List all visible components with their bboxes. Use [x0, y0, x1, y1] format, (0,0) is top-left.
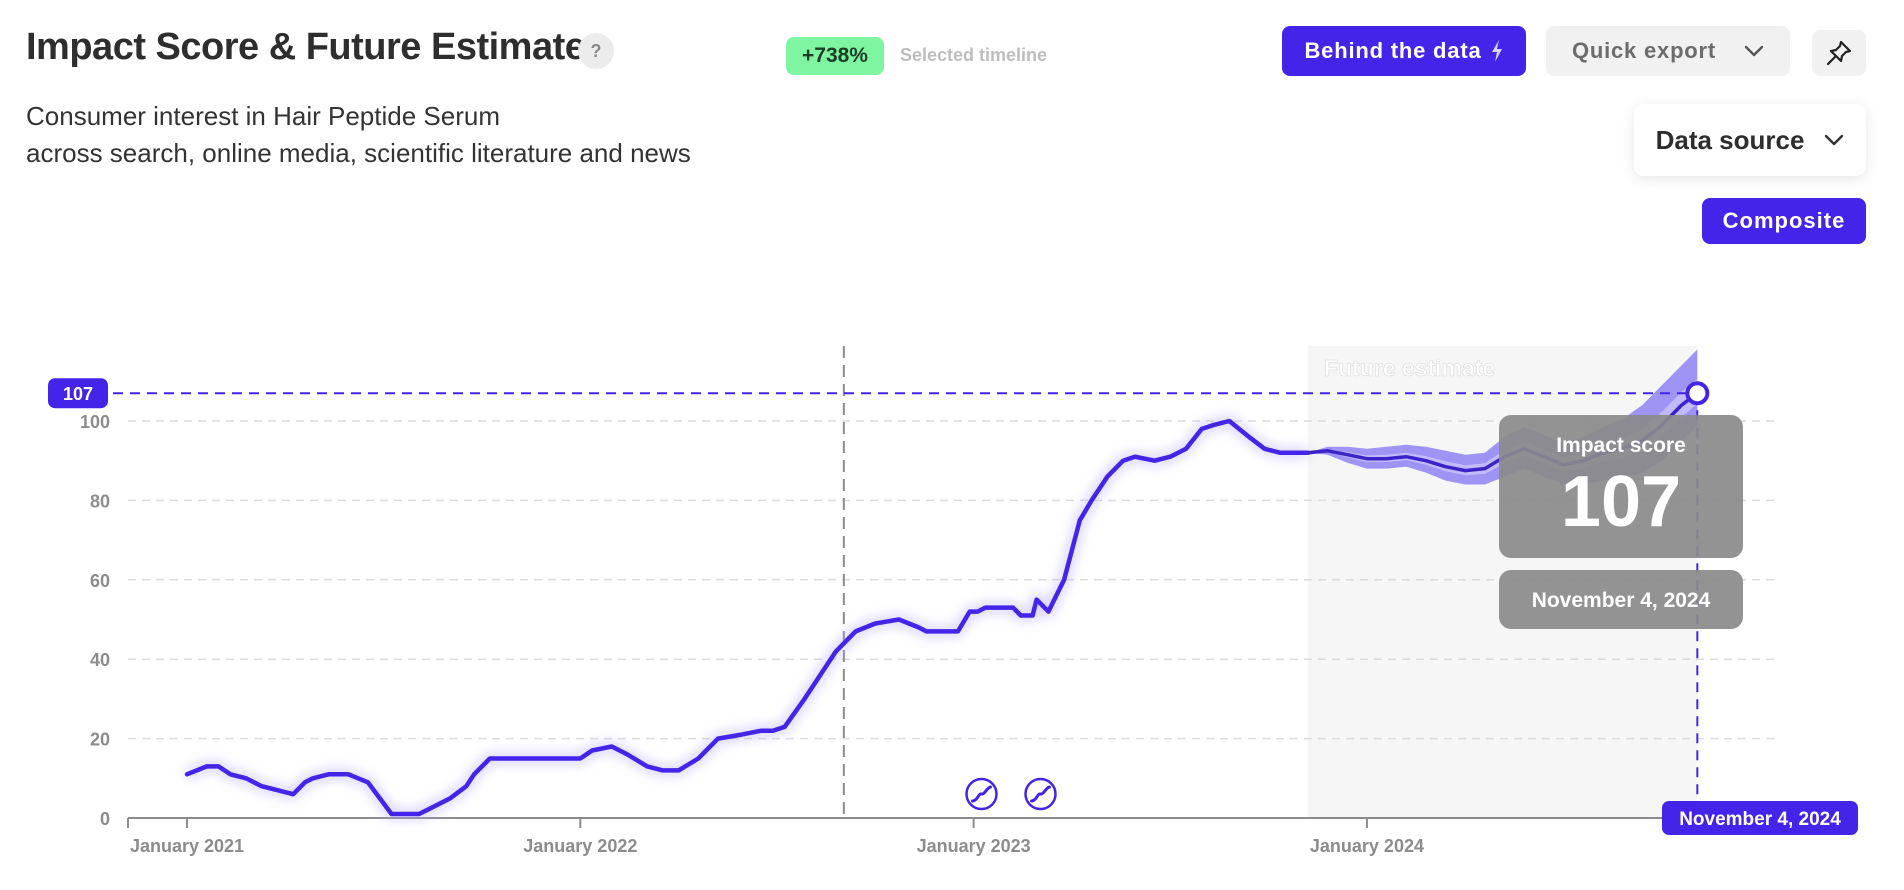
crosshair-y-label: 107: [63, 384, 93, 404]
y-tick-label: 20: [90, 730, 110, 750]
chevron-down-icon: [1744, 45, 1764, 57]
y-tick-label: 0: [100, 809, 110, 829]
tooltip-label: Impact score: [1556, 434, 1686, 457]
trend-up-icon[interactable]: [965, 777, 998, 811]
future-estimate-label: Future estimate: [1324, 355, 1495, 381]
y-tick-label: 40: [90, 650, 110, 670]
actual-series-line[interactable]: [184, 418, 1311, 817]
subtitle-line-2: across search, online media, scientific …: [26, 138, 691, 168]
data-source-label: Data source: [1655, 124, 1805, 155]
behind-the-data-button[interactable]: Behind the data: [1282, 26, 1526, 76]
y-tick-label: 60: [90, 571, 110, 591]
composite-button[interactable]: Composite: [1702, 198, 1866, 244]
x-tick-label: January 2023: [917, 836, 1031, 856]
x-tick-label: January 2024: [1310, 836, 1424, 856]
pin-button[interactable]: [1812, 30, 1866, 76]
crosshair-point[interactable]: [1685, 381, 1710, 406]
crosshair-y-badge: [48, 378, 108, 409]
data-source-dropdown[interactable]: Data source: [1634, 104, 1866, 176]
question-icon[interactable]: ?: [578, 33, 614, 69]
actual-line-glow: [185, 415, 1308, 819]
tooltip-date: November 4, 2024: [1532, 589, 1711, 612]
page-title: Impact Score & Future Estimate: [26, 26, 586, 68]
tooltip-value: 107: [1561, 462, 1681, 542]
crosshair-x-badge: [1662, 801, 1858, 835]
quick-export-label: Quick export: [1571, 38, 1717, 63]
page-subtitle: Consumer interest in Hair Peptide Serum …: [26, 98, 691, 172]
tooltip-card: [1499, 415, 1743, 558]
y-tick-label: 80: [90, 491, 110, 511]
tooltip-date-card: [1499, 570, 1743, 629]
x-tick-label: January 2021: [130, 836, 244, 856]
subtitle-line-1: Consumer interest in Hair Peptide Serum: [26, 101, 500, 131]
change-badge: +738%: [786, 37, 884, 75]
trend-up-icon[interactable]: [1024, 777, 1057, 811]
quick-export-button[interactable]: Quick export: [1546, 26, 1790, 76]
behind-the-data-label: Behind the data: [1304, 38, 1482, 63]
pin-icon: [1826, 40, 1852, 66]
lightning-icon: [1491, 40, 1502, 62]
x-tick-label: January 2022: [523, 836, 637, 856]
chevron-down-icon: [1825, 134, 1844, 146]
crosshair-x-label: November 4, 2024: [1679, 809, 1841, 830]
y-tick-label: 100: [80, 412, 110, 432]
change-label: Selected timeline: [900, 45, 1048, 65]
